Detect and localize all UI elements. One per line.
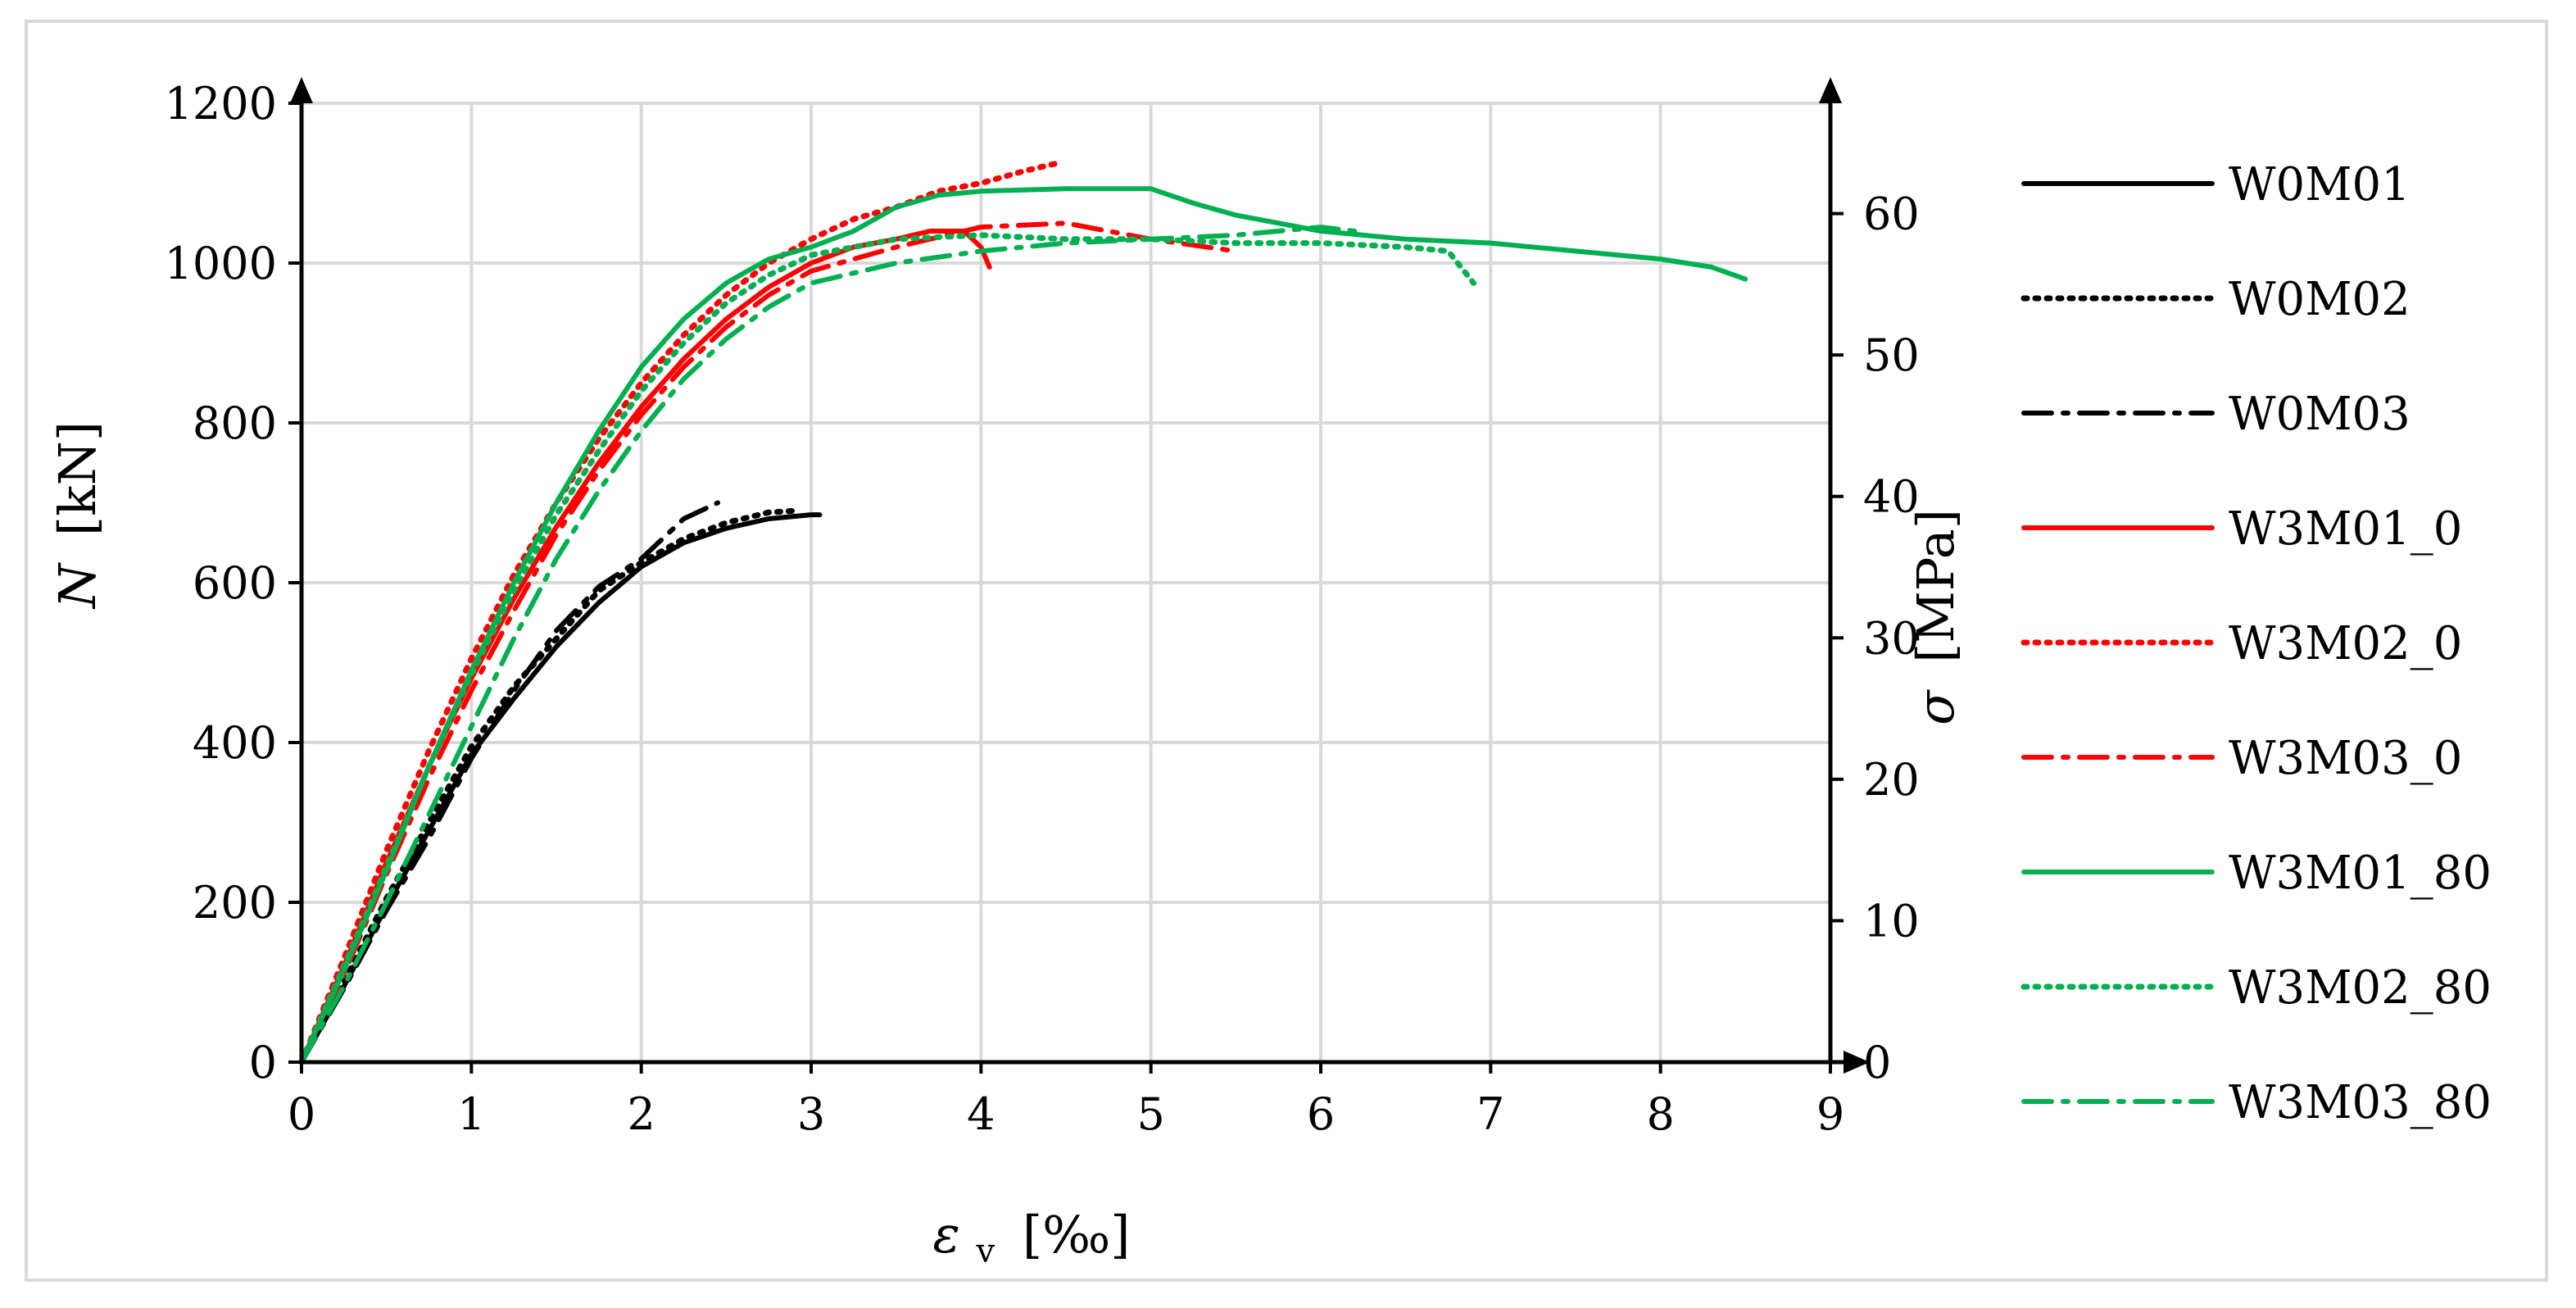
y-tick-label: 600 (193, 557, 277, 609)
series-line-w0m01 (299, 512, 823, 1065)
y-axis-title-symbol: N (48, 561, 107, 610)
legend-label-w3m03-0: W3M03_0 (2229, 732, 2462, 785)
x-axis-title-subscript: v (976, 1233, 995, 1270)
series-line-w3m02-0 (298, 160, 1061, 1065)
series-line-w0m03 (299, 500, 720, 1065)
x-tick-label: 8 (1646, 1088, 1674, 1140)
tick-labels: 0 1 2 3 4 5 6 7 8 9020040060080010001200010203040… (165, 78, 1920, 1140)
series-line-w3m02-80 (298, 232, 1477, 1065)
x-tick-label: 0 (288, 1088, 315, 1140)
x-axis-title-unit: [‰] (1023, 1205, 1131, 1265)
legend-label-w0m02: W0M02 (2229, 273, 2410, 326)
legend-label-w3m02-80: W3M02_80 (2229, 961, 2492, 1015)
y-tick-label: 0 (249, 1037, 277, 1088)
y-tick-label: 1000 (165, 238, 277, 289)
y2-axis-title-symbol: σ (1906, 689, 1966, 725)
y-tick-label: 1200 (165, 78, 277, 129)
grid (302, 102, 1832, 1062)
y-tick-label: 800 (193, 397, 277, 449)
chart-svg: 0 1 2 3 4 5 6 7 8 9020040060080010001200010203040… (48, 77, 2492, 1274)
x-axis-title: ε v [‰] (933, 1205, 1131, 1274)
axes (288, 77, 1870, 1074)
series-lines (298, 160, 1748, 1065)
legend-label-w0m03: W0M03 (2229, 388, 2410, 441)
y2-tick-label: 0 (1863, 1037, 1891, 1088)
x-tick-label: 9 (1816, 1088, 1844, 1140)
legend-label-w0m01: W0M01 (2229, 158, 2410, 211)
y2-axis-title-unit: [MPa] (1906, 509, 1966, 663)
legend-label-w3m02-0: W3M02_0 (2229, 617, 2462, 670)
y-tick-label: 400 (193, 717, 277, 769)
legend: W0M01 W0M02 W0M03 W3M01_0 W3M02_0 W3M03_0 W3M0… (2020, 158, 2492, 1129)
y2-tick-label: 40 (1863, 471, 1920, 523)
x-axis-arrow-icon (1844, 1051, 1870, 1074)
x-axis-title-symbol: ε (933, 1205, 960, 1265)
series-line-w3m01-80 (299, 186, 1748, 1065)
x-tick-label: 2 (627, 1088, 655, 1140)
x-tick-label: 6 (1307, 1088, 1335, 1140)
y2-tick-label: 60 (1863, 188, 1920, 240)
chart-container: 0 1 2 3 4 5 6 7 8 9 0 200 400 600 800 1000 1200 0 10 20 30 40… (25, 20, 2548, 1282)
y2-tick-label: 30 (1863, 612, 1920, 664)
series-line-w3m01-0 (299, 229, 992, 1065)
x-tick-label: 1 (457, 1088, 485, 1140)
x-tick-label: 4 (967, 1088, 995, 1140)
y2-tick-label: 20 (1863, 754, 1920, 806)
series-line-w3m03-80 (299, 225, 1358, 1065)
y2-tick-label: 10 (1863, 895, 1920, 947)
y2-tick-label: 50 (1863, 329, 1920, 381)
x-tick-label: 7 (1476, 1088, 1504, 1140)
legend-label-w3m01-0: W3M01_0 (2229, 502, 2462, 556)
series-line-w3m03-0 (299, 220, 1239, 1065)
series-line-w0m02 (298, 507, 797, 1065)
legend-label-w3m03-80: W3M03_80 (2229, 1076, 2492, 1129)
x-tick-label: 3 (797, 1088, 825, 1140)
x-tick-label: 5 (1136, 1088, 1164, 1140)
y2-axis-arrow-icon (1819, 77, 1842, 103)
y-axis-title: N [kN] (48, 421, 107, 610)
y-tick-label: 200 (193, 877, 277, 929)
legend-label-w3m01-80: W3M01_80 (2229, 847, 2492, 900)
y-axis-title-unit: [kN] (48, 421, 107, 536)
y-axis-arrow-icon (290, 77, 313, 103)
y2-axis-title: σ [MPa] (1906, 509, 1966, 725)
